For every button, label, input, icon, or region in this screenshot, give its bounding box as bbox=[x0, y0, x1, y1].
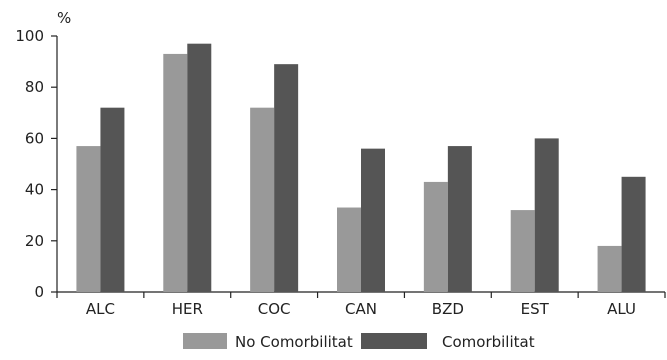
legend: No Comorbilitat Comorbilitat bbox=[183, 333, 535, 351]
legend-swatch bbox=[361, 333, 427, 349]
legend-label: No Comorbilitat bbox=[235, 333, 353, 351]
bar-comorbilitat bbox=[274, 64, 299, 292]
legend-swatch bbox=[183, 333, 227, 349]
legend-label: Comorbilitat bbox=[442, 333, 535, 351]
y-tick-label: 0 bbox=[34, 283, 44, 301]
x-tick-label: COC bbox=[258, 300, 291, 318]
y-axis-unit-label: % bbox=[57, 9, 71, 27]
bar-no-comorbilitat bbox=[510, 210, 535, 292]
bar-no-comorbilitat bbox=[76, 146, 101, 292]
bar-comorbilitat bbox=[534, 138, 559, 292]
x-tick-label: EST bbox=[521, 300, 550, 318]
x-tick-label: HER bbox=[172, 300, 203, 318]
y-tick-label: 60 bbox=[25, 129, 44, 147]
bar-comorbilitat bbox=[361, 148, 385, 292]
x-axis-ticks: ALC HER COC CAN BZD EST ALU bbox=[56, 292, 666, 318]
bar-comorbilitat bbox=[447, 146, 472, 292]
x-tick-label: BZD bbox=[432, 300, 464, 318]
y-tick-label: 100 bbox=[15, 27, 44, 45]
y-axis-ticks: 0 20 40 60 80 100 bbox=[15, 27, 57, 301]
bar-comorbilitat bbox=[621, 176, 646, 292]
bar-no-comorbilitat bbox=[163, 53, 188, 292]
bar-comorbilitat bbox=[100, 107, 125, 293]
bars bbox=[76, 43, 646, 293]
bar-comorbilitat bbox=[187, 43, 212, 293]
y-tick-label: 80 bbox=[25, 78, 44, 96]
bar-no-comorbilitat bbox=[337, 207, 361, 292]
y-tick-label: 40 bbox=[25, 181, 44, 199]
bar-no-comorbilitat bbox=[423, 181, 448, 292]
bar-no-comorbilitat bbox=[250, 107, 275, 293]
x-tick-label: ALU bbox=[607, 300, 636, 318]
y-tick-label: 20 bbox=[25, 232, 44, 250]
x-tick-label: CAN bbox=[345, 300, 377, 318]
x-tick-label: ALC bbox=[86, 300, 115, 318]
bar-no-comorbilitat bbox=[597, 245, 622, 292]
